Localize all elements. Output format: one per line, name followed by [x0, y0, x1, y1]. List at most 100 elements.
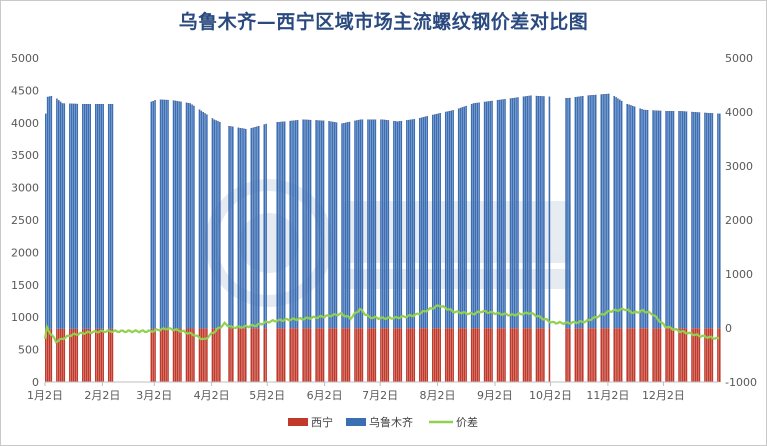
bar-xining [515, 328, 517, 382]
bar-urumqi [94, 104, 97, 329]
bar-xining [600, 328, 603, 382]
bar-urumqi [291, 120, 293, 329]
bar-urumqi [213, 119, 216, 329]
bar-urumqi [500, 99, 503, 329]
bar-xining [228, 328, 230, 382]
bar-xining [96, 328, 99, 382]
bar-xining [646, 328, 649, 382]
bar-urumqi [685, 111, 688, 329]
bar-urumqi [643, 109, 645, 329]
bar-xining [159, 328, 162, 382]
x-tick-label: 6月2日 [307, 389, 343, 402]
bar-urumqi [159, 99, 162, 329]
bar-urumqi [228, 126, 230, 329]
bar-xining [657, 328, 660, 382]
x-tick-label: 11月2日 [586, 389, 629, 402]
bar-urumqi [383, 119, 386, 329]
bar-urumqi [45, 113, 47, 329]
bar-urumqi [489, 101, 491, 329]
bar-urumqi [543, 96, 545, 329]
bar-xining [57, 328, 60, 382]
bar-xining [694, 328, 697, 382]
bar-xining [202, 328, 204, 382]
bar-urumqi [630, 105, 632, 329]
bar-urumqi [498, 99, 501, 329]
bar-xining [380, 328, 382, 382]
bar-xining [250, 328, 253, 382]
bar-urumqi [691, 111, 693, 329]
bar-urumqi [706, 112, 708, 329]
bar-urumqi [528, 95, 530, 329]
bar-xining [206, 328, 208, 382]
bar-xining [511, 328, 514, 382]
bar-urumqi [406, 120, 408, 329]
bar-xining [87, 328, 90, 382]
bar-xining [69, 328, 71, 382]
bar-urumqi [59, 101, 62, 329]
bar-xining [696, 328, 699, 382]
bar-urumqi [431, 114, 434, 329]
bar-urumqi [581, 96, 584, 329]
bar-urumqi [704, 112, 706, 329]
bar-urumqi [304, 119, 306, 329]
bar-urumqi [357, 119, 360, 329]
bar-xining [165, 328, 167, 382]
bar-xining [672, 328, 675, 382]
bar-urumqi [615, 97, 617, 329]
bar-urumqi [278, 121, 280, 329]
bar-urumqi [217, 121, 219, 329]
bar-urumqi [150, 101, 153, 329]
bar-xining [693, 328, 695, 382]
bar-urumqi [569, 97, 571, 329]
bar-urumqi [50, 96, 53, 329]
bar-xining [398, 328, 401, 382]
bar-xining [241, 328, 243, 382]
bar-urumqi [426, 116, 429, 329]
bar-xining [89, 328, 92, 382]
bar-urumqi [574, 97, 577, 329]
bar-xining [70, 328, 73, 382]
bar-xining [102, 328, 104, 382]
bar-xining [357, 328, 360, 382]
y-right-tick-label: 4000 [725, 106, 753, 119]
bar-xining [361, 328, 364, 382]
bar-urumqi [435, 113, 438, 329]
y-right-tick-label: -1000 [725, 376, 757, 389]
bar-urumqi [315, 120, 317, 329]
bar-xining [59, 328, 62, 382]
bar-urumqi [393, 121, 395, 329]
bar-urumqi [174, 100, 177, 329]
bar-urumqi [96, 104, 99, 329]
bar-xining [407, 328, 410, 382]
bar-xining [276, 328, 279, 382]
bar-xining [526, 328, 528, 382]
bar-xining [459, 328, 462, 382]
x-tick-label: 3月2日 [136, 389, 172, 402]
bar-xining [424, 328, 427, 382]
bar-xining [176, 328, 179, 382]
bar-xining [476, 328, 478, 382]
bar-xining [680, 328, 682, 382]
y-right-tick-label: 3000 [725, 160, 753, 173]
bar-urumqi [646, 110, 649, 329]
bar-urumqi [372, 119, 375, 329]
bar-xining [498, 328, 501, 382]
legend-label: 价差 [456, 415, 478, 429]
bar-urumqi [98, 104, 101, 329]
bar-urumqi [424, 116, 427, 329]
bar-xining [200, 328, 203, 382]
bar-xining [633, 328, 636, 382]
bar-urumqi [644, 109, 647, 329]
bar-urumqi [576, 96, 578, 329]
y-right-tick-label: 5000 [725, 52, 753, 65]
bar-urumqi [670, 111, 673, 329]
bar-urumqi [335, 122, 338, 329]
bar-urumqi [656, 110, 658, 329]
bar-xining [152, 328, 154, 382]
bar-urumqi [89, 104, 92, 329]
bar-xining [567, 328, 569, 382]
bar-urumqi [602, 94, 604, 329]
bar-xining [426, 328, 429, 382]
bar-urumqi [280, 121, 282, 329]
bar-xining [465, 328, 467, 382]
